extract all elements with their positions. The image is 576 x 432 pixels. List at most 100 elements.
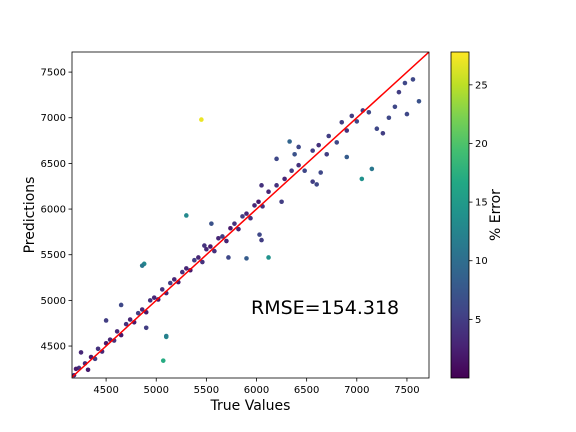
scatter-point bbox=[244, 256, 249, 261]
scatter-point bbox=[180, 269, 185, 275]
scatter-point bbox=[95, 346, 101, 352]
scatter-point bbox=[256, 199, 261, 205]
scatter-point bbox=[171, 277, 177, 282]
x-axis-label: True Values bbox=[210, 398, 291, 414]
scatter-point bbox=[139, 263, 145, 268]
scatter-point bbox=[274, 183, 279, 188]
scatter-point bbox=[192, 257, 197, 263]
scatter-point bbox=[374, 126, 380, 132]
scatter-point bbox=[334, 140, 340, 145]
scatter-point bbox=[318, 170, 324, 175]
scatter-point bbox=[410, 77, 416, 82]
scatter-point bbox=[310, 179, 315, 184]
scatter-point bbox=[244, 211, 249, 216]
y-tick-label: 7000 bbox=[41, 113, 66, 124]
scatter-point bbox=[324, 151, 330, 157]
scatter-point bbox=[103, 318, 109, 323]
scatter-point bbox=[236, 226, 241, 232]
scatter-point bbox=[232, 221, 237, 226]
scatter-point bbox=[226, 255, 231, 260]
colorbar-label: % Error bbox=[488, 189, 504, 241]
scatter-point bbox=[127, 317, 133, 322]
points-layer bbox=[72, 77, 422, 378]
scatter-point bbox=[259, 183, 264, 188]
scatter-point bbox=[380, 130, 386, 136]
scatter-point bbox=[208, 244, 213, 249]
scatter-point bbox=[196, 255, 201, 260]
scatter-point bbox=[266, 255, 271, 260]
scatter-point bbox=[204, 246, 209, 252]
scatter-point bbox=[163, 333, 169, 339]
colorbar bbox=[450, 51, 470, 379]
scatter-point bbox=[326, 133, 332, 139]
x-axis-ticks: 4500 5000 5500 6000 6500 7000 7500 bbox=[93, 378, 420, 396]
scatter-point bbox=[160, 358, 166, 363]
scatter-point bbox=[259, 237, 264, 243]
scatter-point bbox=[184, 213, 189, 218]
y-tick-label: 4500 bbox=[41, 342, 66, 353]
scatter-point bbox=[396, 89, 402, 95]
colorbar-tick-label: 10 bbox=[475, 256, 488, 267]
x-tick-label: 5500 bbox=[194, 385, 219, 396]
colorbar-tick-label: 20 bbox=[475, 139, 488, 150]
colorbar-tick-label: 15 bbox=[475, 198, 488, 209]
rmse-annotation: RMSE=154.318 bbox=[251, 297, 399, 319]
colorbar-ticks: 5 10 15 20 25 bbox=[469, 80, 488, 326]
scatter-point bbox=[167, 280, 173, 286]
y-tick-label: 6000 bbox=[41, 205, 66, 216]
scatter-point bbox=[282, 176, 287, 182]
y-tick-label: 6500 bbox=[41, 159, 66, 170]
scatter-point bbox=[316, 142, 321, 148]
scatter-point bbox=[228, 225, 233, 231]
scatter-point bbox=[159, 287, 165, 292]
scatter-point bbox=[139, 307, 145, 312]
scatter-point bbox=[416, 99, 422, 104]
colorbar-tick-label: 5 bbox=[475, 315, 481, 326]
plot-frame bbox=[71, 51, 430, 379]
scatter-point bbox=[252, 203, 257, 208]
scatter-point bbox=[73, 366, 79, 372]
scatter-point bbox=[404, 111, 410, 117]
scatter-point bbox=[296, 162, 301, 168]
scatter-point bbox=[266, 189, 271, 195]
scatter-point bbox=[202, 243, 207, 248]
scatter-point bbox=[240, 214, 245, 219]
scatter-point bbox=[366, 109, 372, 115]
y-tick-label: 7500 bbox=[41, 68, 66, 79]
scatter-point bbox=[302, 168, 307, 174]
scatter-point bbox=[224, 238, 229, 244]
scatter-point bbox=[386, 115, 392, 121]
y-tick-label: 5000 bbox=[41, 296, 66, 307]
scatter-point bbox=[78, 350, 84, 355]
reference-line-layer bbox=[72, 52, 429, 378]
x-tick-label: 7000 bbox=[344, 385, 369, 396]
scatter-point bbox=[354, 119, 360, 124]
scatter-point bbox=[287, 139, 292, 144]
scatter-point bbox=[118, 302, 124, 308]
x-tick-label: 5000 bbox=[144, 385, 169, 396]
scatter-point bbox=[292, 151, 297, 157]
scatter-point bbox=[147, 298, 153, 303]
x-tick-label: 6500 bbox=[294, 385, 319, 396]
identity-reference-line bbox=[72, 52, 429, 378]
scatter-point bbox=[209, 221, 214, 226]
scatter-point bbox=[184, 266, 189, 271]
scatter-point bbox=[248, 215, 253, 221]
scatter-point bbox=[135, 310, 141, 316]
y-axis-label: Predictions bbox=[22, 177, 38, 254]
scatter-point bbox=[151, 295, 157, 300]
scatter-point bbox=[369, 166, 375, 172]
scatter-point bbox=[349, 113, 355, 119]
scatter-point bbox=[279, 199, 284, 205]
scatter-point bbox=[310, 148, 315, 153]
x-tick-label: 7500 bbox=[394, 385, 419, 396]
scatter-point bbox=[339, 120, 345, 125]
scatter-point bbox=[85, 367, 91, 373]
y-tick-label: 5500 bbox=[41, 250, 66, 261]
scatter-point bbox=[199, 117, 204, 122]
scatter-point bbox=[359, 176, 365, 182]
scatter-point bbox=[314, 182, 319, 187]
scatter-point bbox=[344, 154, 350, 160]
scatter-point bbox=[114, 329, 120, 334]
